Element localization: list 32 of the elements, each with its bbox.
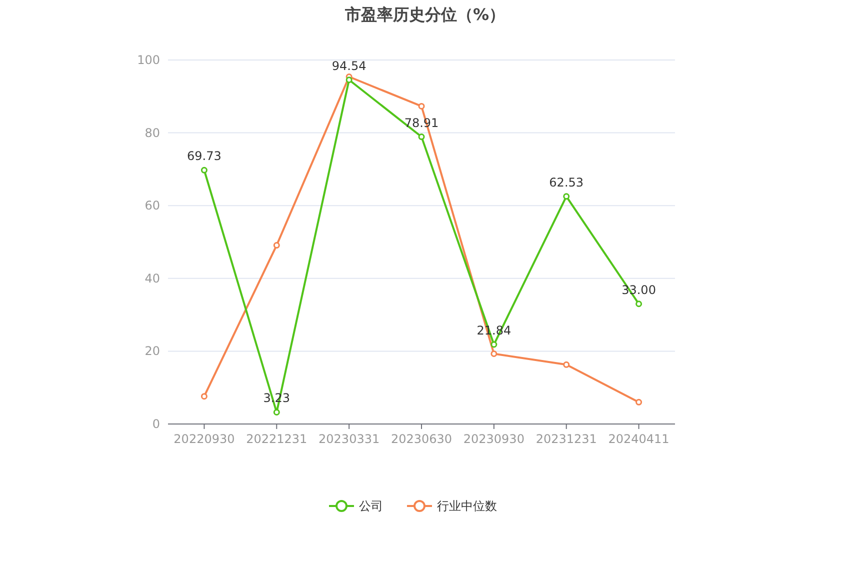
chart-title: 市盈率历史分位（%） — [344, 5, 506, 24]
point — [636, 300, 642, 308]
point — [490, 341, 498, 348]
point — [418, 102, 425, 110]
x-tick-label: 20231231 — [536, 432, 597, 446]
x-tick-label: 20221231 — [246, 432, 308, 446]
x-tick-label: 20230630 — [390, 432, 452, 446]
x-tick-label: 20230331 — [318, 432, 380, 446]
point — [200, 393, 208, 400]
point — [563, 361, 570, 368]
x-tick-label: 20240411 — [608, 432, 670, 446]
y-tick-label: 40 — [144, 271, 160, 286]
point — [563, 193, 570, 200]
x-tick-label: 20230930 — [463, 432, 524, 446]
point — [636, 398, 642, 406]
y-tick-label: 60 — [144, 198, 160, 213]
point — [346, 76, 352, 84]
y-tick-label: 80 — [144, 126, 160, 140]
data-label: 69.73 — [187, 149, 222, 164]
y-tick-label: 100 — [137, 53, 160, 67]
point — [200, 166, 208, 174]
point — [490, 350, 498, 357]
point — [418, 134, 425, 140]
point — [273, 408, 280, 416]
data-label: 94.54 — [332, 58, 366, 73]
y-tick-label: 0 — [152, 417, 160, 431]
y-tick-label: 20 — [144, 344, 160, 358]
data-label: 62.53 — [549, 175, 584, 190]
x-tick-label: 20220930 — [174, 432, 235, 446]
legend-label: 行业中位数 — [437, 499, 497, 513]
legend-label: 公司 — [359, 499, 383, 513]
point — [273, 242, 280, 249]
